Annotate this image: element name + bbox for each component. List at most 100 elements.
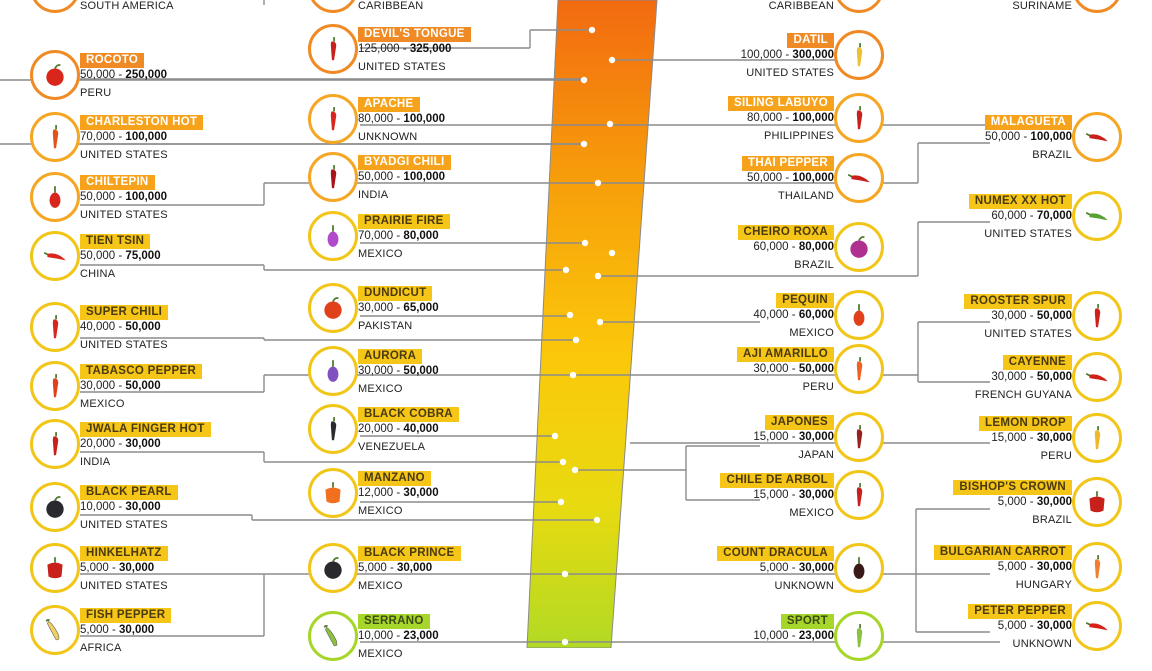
pepper-card-lemon-drop: LEMON DROP 15,000 - 30,000 PERU: [882, 413, 1122, 473]
pepper-card-datil: DATIL 100,000 - 300,000 UNITED STATES: [644, 30, 884, 90]
scoville-max: 30,000: [798, 431, 834, 443]
scale-marker-dot: [606, 120, 614, 128]
scoville-max: 100,000: [792, 172, 834, 184]
scoville-range: 5,000 - 30,000: [760, 562, 834, 574]
scoville-range: 30,000 - 50,000: [991, 310, 1072, 322]
range-separator: -: [115, 438, 126, 450]
pepper-icon: [1072, 477, 1122, 527]
scoville-range: 50,000 - 100,000: [358, 171, 445, 183]
range-separator: -: [115, 69, 126, 81]
chili-scoville-chart: SOUTH AMERICA ROCOTO 50,000 - 250,000 PERU C…: [0, 0, 1122, 661]
range-separator: -: [1026, 310, 1037, 322]
pepper-icon: [308, 283, 358, 333]
scoville-min: 20,000: [358, 423, 394, 435]
pepper-name: CHILE DE ARBOL: [720, 473, 834, 488]
scoville-min: 30,000: [753, 363, 789, 375]
pepper-card-count-dracula: COUNT DRACULA 5,000 - 30,000 UNKNOWN: [644, 543, 884, 603]
scoville-max: 30,000: [125, 438, 161, 450]
scale-marker-dot: [569, 371, 577, 379]
pepper-origin: UNITED STATES: [80, 149, 168, 161]
scoville-min: 5,000: [80, 562, 109, 574]
scoville-min: 50,000: [358, 171, 394, 183]
scoville-max: 300,000: [792, 49, 834, 61]
scoville-range: 10,000 - 30,000: [80, 501, 161, 513]
pepper-icon: [834, 290, 884, 340]
pepper-card-top-r1: CARIBBEAN: [644, 0, 884, 23]
scoville-min: 30,000: [80, 380, 116, 392]
range-separator: -: [788, 431, 799, 443]
pepper-origin: MEXICO: [80, 398, 125, 410]
pepper-name: BLACK PRINCE: [358, 546, 461, 561]
pepper-origin: PERU: [802, 381, 834, 393]
pepper-origin: AFRICA: [80, 642, 122, 654]
pepper-name: JAPONES: [764, 415, 834, 430]
scale-marker-dot: [551, 432, 559, 440]
scoville-max: 30,000: [1036, 432, 1072, 444]
scoville-min: 80,000: [358, 113, 394, 125]
pepper-name: SERRANO: [358, 614, 430, 629]
pepper-icon: [308, 24, 358, 74]
scoville-min: 60,000: [991, 210, 1027, 222]
pepper-icon: [30, 482, 80, 532]
pepper-name: SPORT: [780, 614, 834, 629]
pepper-icon: [30, 50, 80, 100]
pepper-icon: [1072, 0, 1122, 13]
scale-marker-dot: [580, 140, 588, 148]
scoville-range: 80,000 - 100,000: [358, 113, 445, 125]
scoville-min: 30,000: [991, 371, 1027, 383]
pepper-card-cayenne: CAYENNE 30,000 - 50,000 FRENCH GUYANA: [882, 352, 1122, 412]
pepper-card-numex-xx-hot: NUMEX XX HOT 60,000 - 70,000 UNITED STATES: [882, 191, 1122, 251]
pepper-name: BULGARIAN CARROT: [933, 545, 1072, 560]
pepper-icon: [1072, 191, 1122, 241]
pepper-name: LEMON DROP: [979, 416, 1072, 431]
scoville-range: 70,000 - 80,000: [358, 230, 439, 242]
range-separator: -: [788, 363, 799, 375]
scoville-range: 50,000 - 100,000: [80, 191, 167, 203]
pepper-origin: SURINAME: [1012, 0, 1072, 12]
pepper-icon: [834, 93, 884, 143]
pepper-card-chiltepin: CHILTEPIN 50,000 - 100,000 UNITED STATES: [30, 172, 270, 232]
pepper-name: CAYENNE: [1002, 355, 1072, 370]
pepper-card-hinkelhatz: HINKELHATZ 5,000 - 30,000 UNITED STATES: [30, 543, 270, 603]
pepper-icon: [1072, 413, 1122, 463]
pepper-origin: UNKNOWN: [358, 131, 418, 143]
scoville-max: 80,000: [403, 230, 439, 242]
scoville-range: 15,000 - 30,000: [753, 489, 834, 501]
scoville-max: 30,000: [125, 501, 161, 513]
pepper-icon: [30, 543, 80, 593]
scoville-max: 50,000: [1036, 310, 1072, 322]
pepper-name: AJI AMARILLO: [737, 347, 834, 362]
pepper-name: APACHE: [358, 97, 420, 112]
pepper-origin: UNITED STATES: [984, 228, 1072, 240]
range-separator: -: [393, 630, 404, 642]
pepper-card-bulgarian-carrot: BULGARIAN CARROT 5,000 - 30,000 HUNGARY: [882, 542, 1122, 602]
scoville-max: 100,000: [792, 112, 834, 124]
scoville-range: 30,000 - 50,000: [753, 363, 834, 375]
pepper-icon: [1072, 352, 1122, 402]
pepper-card-top-l1: SOUTH AMERICA: [30, 0, 270, 23]
scoville-min: 50,000: [80, 191, 116, 203]
scoville-max: 70,000: [1036, 210, 1072, 222]
pepper-icon: [1072, 601, 1122, 651]
scoville-range: 40,000 - 50,000: [80, 321, 161, 333]
pepper-card-serrano: SERRANO 10,000 - 23,000 MEXICO: [308, 611, 548, 671]
pepper-card-dundicut: DUNDICUT 30,000 - 65,000 PAKISTAN: [308, 283, 548, 343]
pepper-origin: SOUTH AMERICA: [80, 0, 174, 12]
pepper-icon: [834, 0, 884, 13]
scoville-min: 5,000: [997, 561, 1027, 573]
pepper-icon: [308, 152, 358, 202]
scoville-range: 10,000 - 23,000: [753, 630, 834, 642]
scoville-min: 12,000: [358, 487, 394, 499]
scoville-max: 100,000: [1030, 131, 1072, 143]
range-separator: -: [782, 172, 793, 184]
pepper-icon: [30, 0, 80, 13]
pepper-origin: UNITED STATES: [80, 519, 168, 531]
range-separator: -: [1026, 496, 1037, 508]
pepper-origin: FRENCH GUYANA: [974, 389, 1072, 401]
scoville-min: 50,000: [80, 69, 116, 81]
pepper-name: SUPER CHILI: [80, 305, 169, 320]
scoville-max: 30,000: [119, 562, 155, 574]
pepper-icon: [834, 611, 884, 661]
pepper-icon: [30, 419, 80, 469]
scoville-range: 30,000 - 50,000: [358, 365, 439, 377]
